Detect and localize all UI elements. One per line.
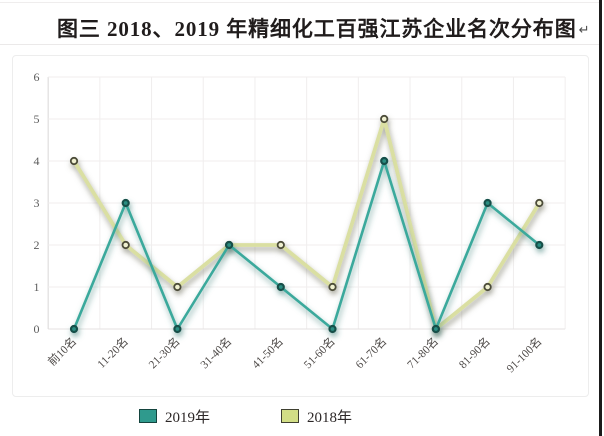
svg-text:6: 6 <box>34 70 40 84</box>
svg-text:91-100名: 91-100名 <box>503 334 544 375</box>
svg-text:21-30名: 21-30名 <box>146 334 183 371</box>
svg-text:1: 1 <box>34 280 40 294</box>
legend-swatch-2018 <box>281 409 299 423</box>
svg-text:4: 4 <box>34 154 40 168</box>
svg-text:31-40名: 31-40名 <box>197 334 234 371</box>
legend-label-2018: 2018年 <box>307 410 353 426</box>
chart-legend: 2019年 2018年 <box>0 408 604 428</box>
svg-text:前10名: 前10名 <box>45 334 79 368</box>
legend-label-2019: 2019年 <box>165 410 211 426</box>
chart-frame <box>12 55 589 397</box>
svg-text:81-90名: 81-90名 <box>456 334 493 371</box>
figure-title-row: 图三 2018、2019 年精细化工百强江苏企业名次分布图 ↵ <box>57 13 590 43</box>
figure-title: 图三 2018、2019 年精细化工百强江苏企业名次分布图 <box>57 17 577 41</box>
svg-text:61-70名: 61-70名 <box>352 334 389 371</box>
svg-text:3: 3 <box>34 196 40 210</box>
legend-swatch-2019 <box>139 409 157 423</box>
svg-text:2: 2 <box>34 238 40 252</box>
svg-text:41-50名: 41-50名 <box>249 334 286 371</box>
svg-text:71-80名: 71-80名 <box>404 334 441 371</box>
svg-text:0: 0 <box>34 322 40 336</box>
svg-text:51-60名: 51-60名 <box>301 334 338 371</box>
svg-text:5: 5 <box>34 112 40 126</box>
paragraph-return-icon: ↵ <box>578 23 590 38</box>
table-border-right <box>599 0 602 436</box>
svg-text:11-20名: 11-20名 <box>94 334 131 371</box>
